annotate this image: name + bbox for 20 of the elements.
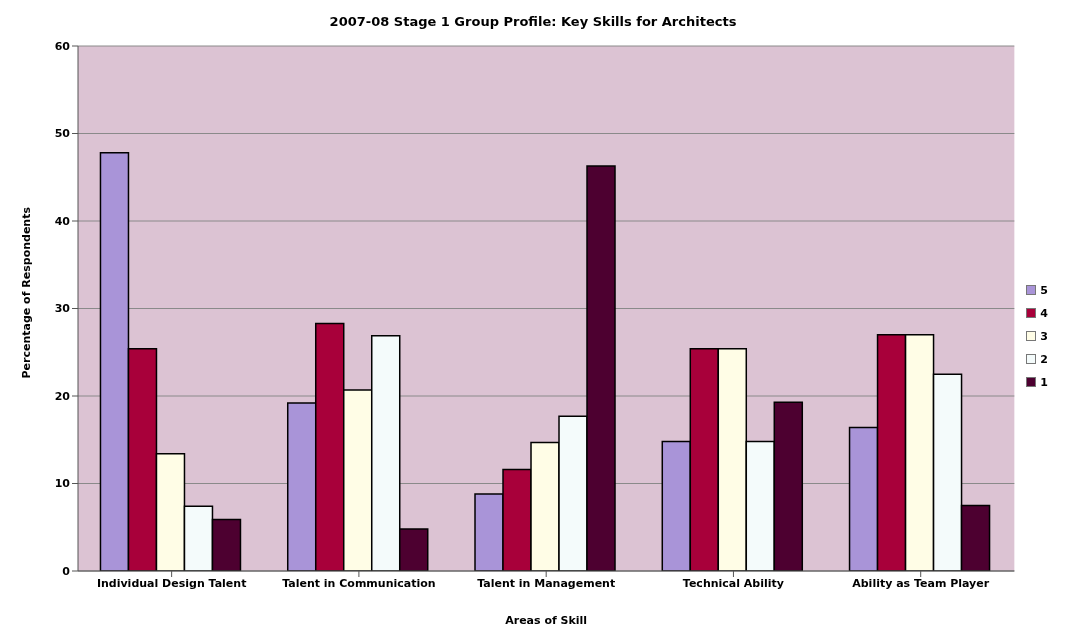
y-tick-label: 20 [54,389,71,403]
x-tick-label: Individual Design Talent [96,576,247,590]
y-tick-label: 10 [54,477,71,491]
x-tick-label: Talent in Communication [282,576,436,590]
x-tick-label: Technical Ability [682,576,785,590]
x-tick-label: Ability as Team Player [852,576,990,590]
legend-label: 5 [1040,283,1048,297]
y-tick-label: 40 [54,214,71,228]
y-tick-label: 0 [62,564,71,578]
y-tick-label: 60 [54,39,71,53]
y-axis-title: Percentage of Respondents [19,206,33,379]
legend-label: 1 [1040,375,1048,389]
x-tick-label: Talent in Management [477,576,616,590]
y-tick-label: 30 [54,302,71,316]
y-tick-label: 50 [54,127,71,141]
x-axis-title: Areas of Skill [505,614,588,627]
chart-title: 2007-08 Stage 1 Group Profile: Key Skills for Architects [328,13,738,31]
legend-label: 4 [1040,306,1048,320]
legend-label: 2 [1040,352,1048,366]
legend-label: 3 [1040,329,1048,343]
